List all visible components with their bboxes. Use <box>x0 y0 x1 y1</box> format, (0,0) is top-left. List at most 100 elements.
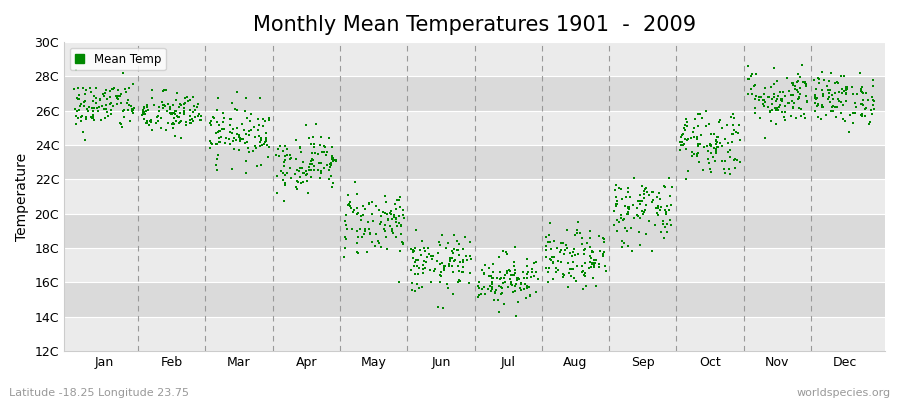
Point <box>393 194 408 200</box>
Point <box>795 62 809 68</box>
Point <box>710 144 724 151</box>
Point <box>487 296 501 303</box>
Point <box>785 80 799 86</box>
Point <box>232 134 247 140</box>
Point <box>254 135 268 142</box>
Point <box>689 134 704 140</box>
Point <box>580 240 594 246</box>
Point <box>825 108 840 114</box>
Point <box>392 219 407 226</box>
Point <box>831 80 845 86</box>
Point <box>228 106 242 113</box>
Point <box>482 272 496 279</box>
Point <box>191 113 205 119</box>
Point <box>230 89 244 96</box>
Point <box>858 113 872 120</box>
Point <box>494 274 508 281</box>
Point <box>539 247 554 254</box>
Point <box>378 198 392 205</box>
Point <box>704 143 718 149</box>
Point <box>617 224 632 231</box>
Point <box>149 120 164 127</box>
Point <box>504 272 518 278</box>
Point <box>541 239 555 246</box>
Point <box>317 149 331 155</box>
Point <box>776 89 790 95</box>
Point <box>186 118 201 124</box>
Point <box>686 129 700 136</box>
Point <box>74 101 88 108</box>
Point <box>673 147 688 153</box>
Point <box>275 148 290 155</box>
Point <box>608 201 623 207</box>
Point <box>405 280 419 286</box>
Point <box>156 102 170 108</box>
Point <box>229 136 243 143</box>
Point <box>445 255 459 261</box>
Point <box>592 232 607 239</box>
Point <box>607 208 621 214</box>
Point <box>362 201 376 207</box>
Point <box>350 191 365 197</box>
Point <box>122 102 136 108</box>
Point <box>140 120 155 126</box>
Point <box>140 102 154 108</box>
Point <box>104 106 118 113</box>
Point <box>664 222 679 229</box>
Point <box>392 213 406 220</box>
Point <box>811 102 825 108</box>
Point <box>786 80 800 86</box>
Point <box>616 240 631 246</box>
Point <box>114 124 129 130</box>
Point <box>718 170 733 176</box>
Point <box>596 252 610 259</box>
Point <box>782 88 796 94</box>
Point <box>508 283 522 290</box>
Point <box>798 79 813 86</box>
Point <box>662 193 677 200</box>
Point <box>699 123 714 129</box>
Point <box>325 154 339 160</box>
Point <box>753 94 768 100</box>
Point <box>464 256 478 262</box>
Point <box>544 257 558 263</box>
Point <box>547 238 562 244</box>
Point <box>770 93 785 99</box>
Point <box>621 209 635 215</box>
Point <box>456 246 471 252</box>
Point <box>323 164 338 170</box>
Point <box>837 72 851 79</box>
Point <box>192 111 206 118</box>
Point <box>866 82 880 89</box>
Point <box>828 90 842 96</box>
Point <box>139 108 153 115</box>
Point <box>814 116 828 122</box>
Point <box>179 122 194 129</box>
Point <box>770 96 784 102</box>
Point <box>854 111 868 118</box>
Point <box>749 70 763 77</box>
Point <box>137 104 151 111</box>
Point <box>808 93 823 100</box>
Point <box>701 156 716 162</box>
Point <box>86 98 100 104</box>
Point <box>472 279 487 286</box>
Point <box>695 114 709 121</box>
Point <box>136 110 150 116</box>
Point <box>652 207 667 214</box>
Point <box>431 304 446 310</box>
Point <box>359 248 374 255</box>
Point <box>549 265 563 271</box>
Point <box>763 109 778 115</box>
Point <box>363 231 377 238</box>
Point <box>73 102 87 109</box>
Point <box>773 102 788 108</box>
Point <box>78 98 93 104</box>
Point <box>173 109 187 116</box>
Point <box>868 98 882 104</box>
Point <box>385 226 400 232</box>
Point <box>576 268 590 274</box>
Point <box>244 126 258 133</box>
Point <box>86 112 100 118</box>
Point <box>166 102 180 108</box>
